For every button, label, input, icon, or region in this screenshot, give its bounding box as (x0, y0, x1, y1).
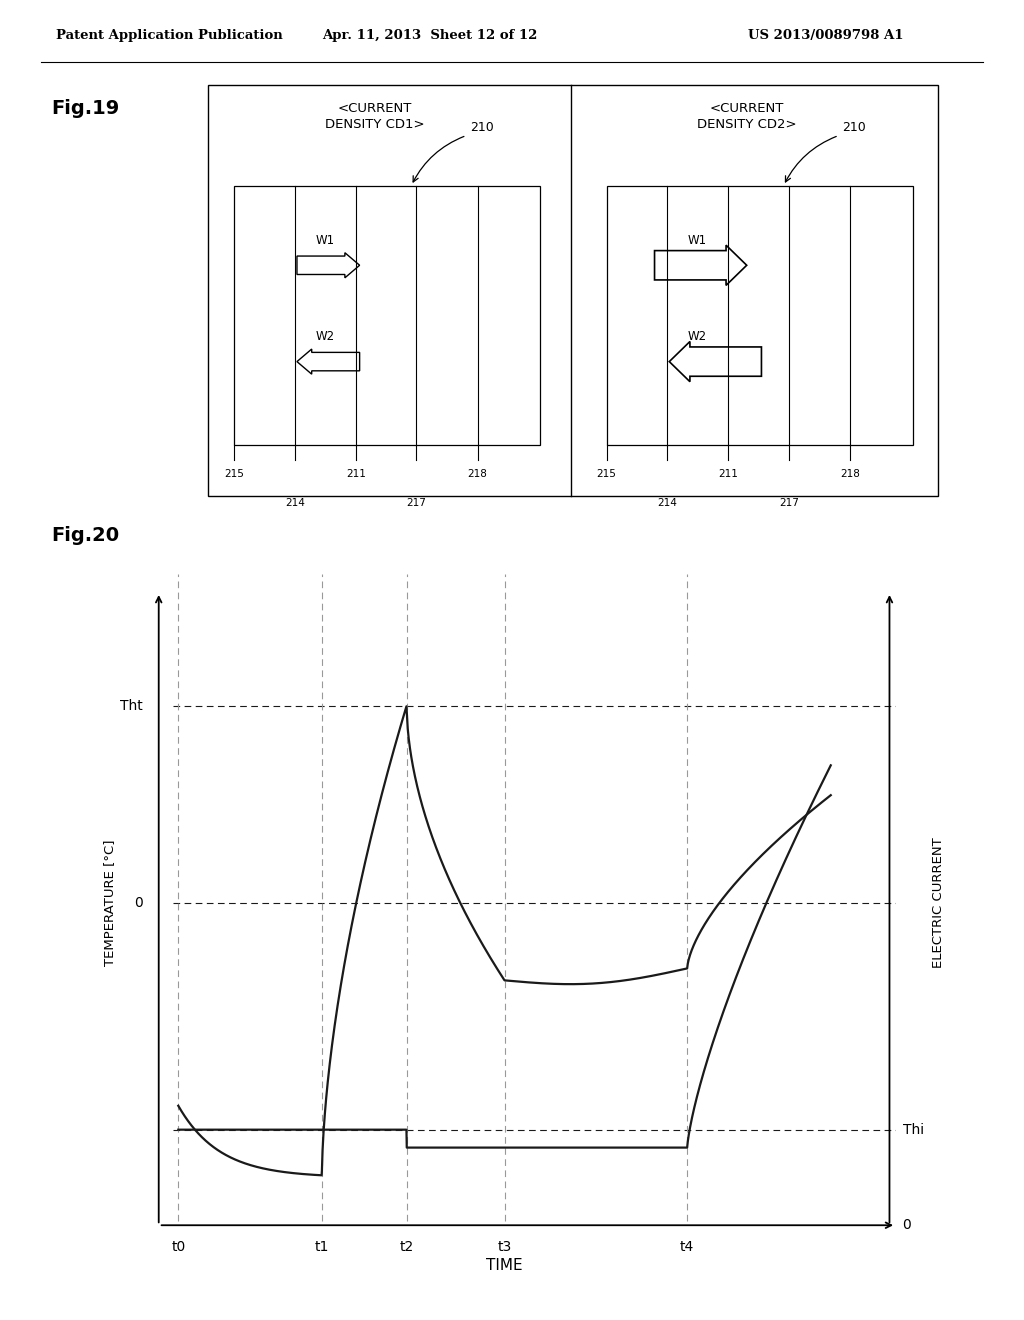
Text: t0: t0 (171, 1241, 185, 1254)
Text: 211: 211 (718, 469, 738, 479)
FancyArrow shape (297, 252, 359, 277)
Text: TEMPERATURE [°C]: TEMPERATURE [°C] (103, 840, 117, 966)
Text: US 2013/0089798 A1: US 2013/0089798 A1 (748, 29, 903, 42)
Text: 210: 210 (470, 120, 494, 133)
Text: t3: t3 (498, 1241, 512, 1254)
Text: 214: 214 (285, 498, 305, 508)
Text: Thi: Thi (902, 1123, 924, 1137)
Text: <CURRENT
DENSITY CD2>: <CURRENT DENSITY CD2> (697, 102, 797, 131)
Text: 217: 217 (779, 498, 799, 508)
Text: <CURRENT
DENSITY CD1>: <CURRENT DENSITY CD1> (325, 102, 424, 131)
FancyArrow shape (297, 348, 359, 374)
Text: Fig.19: Fig.19 (51, 99, 120, 119)
Text: TIME: TIME (486, 1258, 523, 1272)
Text: W1: W1 (688, 234, 707, 247)
Text: 217: 217 (407, 498, 426, 508)
Text: t4: t4 (680, 1241, 694, 1254)
Text: 215: 215 (224, 469, 245, 479)
FancyArrow shape (654, 246, 746, 285)
Text: 210: 210 (843, 120, 866, 133)
Text: Fig.20: Fig.20 (51, 527, 120, 545)
Text: 0: 0 (902, 1218, 911, 1233)
Text: W2: W2 (315, 330, 335, 343)
Text: t2: t2 (399, 1241, 414, 1254)
Text: t1: t1 (314, 1241, 329, 1254)
Text: 218: 218 (468, 469, 487, 479)
Text: Apr. 11, 2013  Sheet 12 of 12: Apr. 11, 2013 Sheet 12 of 12 (323, 29, 538, 42)
Text: 215: 215 (597, 469, 616, 479)
Text: 211: 211 (346, 469, 366, 479)
Bar (234, 186, 541, 445)
FancyArrow shape (670, 342, 762, 381)
Text: 214: 214 (657, 498, 677, 508)
Text: Tht: Tht (120, 698, 142, 713)
Bar (606, 186, 912, 445)
Text: 218: 218 (840, 469, 860, 479)
Text: Patent Application Publication: Patent Application Publication (56, 29, 283, 42)
Text: 0: 0 (134, 896, 142, 909)
Text: W1: W1 (315, 234, 335, 247)
Text: W2: W2 (688, 330, 707, 343)
Text: ELECTRIC CURRENT: ELECTRIC CURRENT (932, 837, 945, 968)
